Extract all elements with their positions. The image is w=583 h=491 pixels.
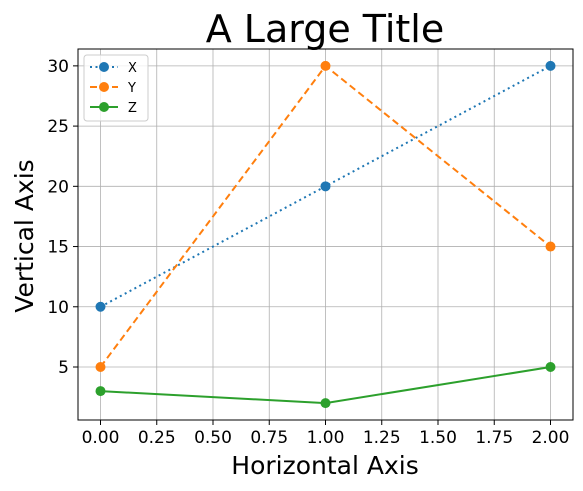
x-tick-label: 0.50 [194,428,232,448]
data-point-x [545,60,556,71]
data-point-z [545,362,556,372]
y-axis-label: Vertical Axis [10,159,39,312]
data-point-z [95,386,106,397]
y-tick-label: 20 [47,177,69,197]
x-tick-label: 0.25 [138,428,176,448]
axis-ticks: 0.00 0.25 0.50 0.75 1.00 1.25 1.50 1.75 2.00 5 10 1… [47,57,569,448]
data-point-y [320,60,331,71]
x-tick-label: 0.75 [250,428,288,448]
data-point-z [320,398,331,409]
y-tick-label: 10 [47,298,69,318]
data-point-y [95,362,106,372]
legend-label-z: Z [128,101,137,116]
x-axis-label: Horizontal Axis [231,451,418,480]
series-lines [95,60,556,409]
x-tick-label: 1.25 [363,428,401,448]
data-point-x [95,301,106,312]
y-tick-label: 30 [47,57,69,77]
x-tick-label: 1.50 [419,428,457,448]
x-tick-label: 0.00 [82,428,120,448]
x-tick-label: 1.75 [475,428,513,448]
chart-title: A Large Title [206,7,445,51]
data-point-x [320,181,331,192]
legend-marker-z [99,102,109,112]
y-tick-label: 15 [47,238,69,258]
legend: XYZ [83,54,149,122]
legend-label-x: X [128,61,137,76]
data-point-y [545,241,556,252]
y-tick-label: 5 [58,358,69,378]
y-tick-label: 25 [47,117,69,137]
series-line-x [100,65,551,308]
legend-marker-x [99,62,109,72]
x-tick-label: 2.00 [532,428,570,448]
x-tick-label: 1.00 [307,428,345,448]
legend-label-y: Y [127,81,136,96]
legend-marker-y [99,82,109,92]
